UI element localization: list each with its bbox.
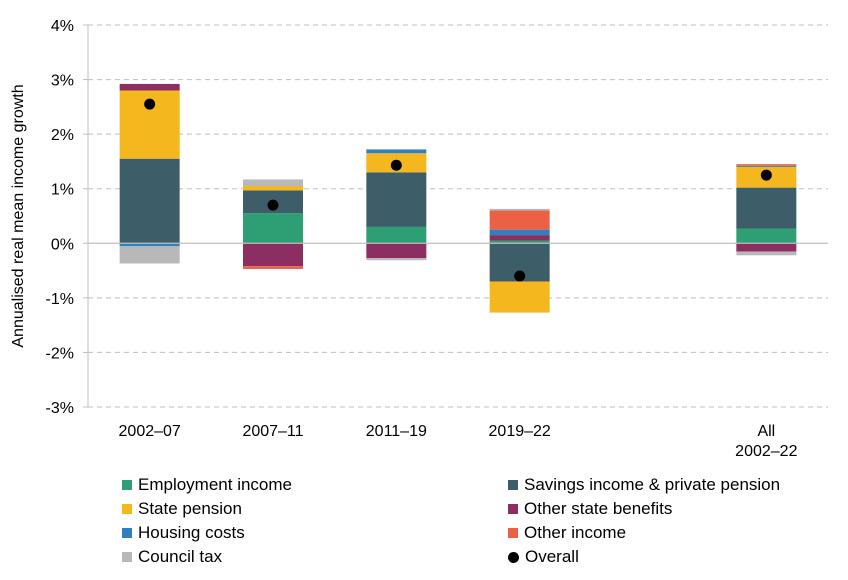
x-axis-ticks: 2002–07 2007–11 2011–19 2019–22 All 2002–22	[119, 423, 798, 460]
bar-segment	[489, 240, 550, 244]
legend-swatch-council-tax	[122, 552, 132, 562]
legend-label-overall: Overall	[525, 547, 579, 566]
legend-label-other-income: Other income	[524, 523, 627, 542]
legend-item-employment-income: Employment income	[122, 475, 292, 495]
bar-segment	[736, 187, 797, 229]
legend-swatch-state-pension	[122, 504, 132, 514]
bar-segment	[489, 229, 550, 236]
bar-segment	[366, 226, 427, 244]
legend-label-savings-income: Savings income & private pension	[524, 475, 781, 494]
legend-swatch-other-income	[508, 528, 518, 538]
y-tick-label: 1%	[51, 182, 74, 199]
bar-segment	[366, 258, 427, 261]
y-tick-label: 3%	[51, 73, 74, 90]
y-axis-title: Annualised real mean income growth	[10, 84, 27, 347]
gridlines	[83, 24, 828, 408]
x-tick-label: All	[757, 423, 775, 440]
stacked-bar-chart: -3% -2% -1% 0% 1% 2% 3% 4% 2002–07 2007–11 2011–1…	[10, 18, 828, 460]
overall-marker	[760, 169, 772, 181]
legend-label-state-pension: State pension	[138, 499, 242, 518]
bar-stack	[489, 208, 550, 313]
bar-segment	[119, 243, 180, 247]
bar-stack	[119, 83, 180, 264]
legend-swatch-other-state-benefits	[508, 504, 518, 514]
legend-item-other-state-benefits: Other state benefits	[508, 499, 672, 519]
legend-label-employment-income: Employment income	[138, 475, 293, 494]
overall-marker	[144, 98, 156, 110]
legend-item-council-tax: Council tax	[122, 547, 222, 567]
bar-segment	[736, 164, 797, 166]
x-tick-label: 2002–22	[735, 443, 797, 460]
bar-segment	[119, 83, 180, 91]
legend-item-savings-income: Savings income & private pension	[508, 475, 780, 495]
legend-item-state-pension: State pension	[122, 499, 242, 519]
bar-segment	[243, 243, 303, 267]
legend-swatch-savings-income	[508, 480, 518, 490]
legend-item-other-income: Other income	[508, 523, 626, 543]
overall-marker	[390, 159, 402, 171]
legend: Employment income State pension Housing …	[0, 470, 848, 580]
bar-segment	[366, 149, 427, 154]
bars	[119, 83, 797, 313]
y-tick-label: -3%	[46, 400, 74, 417]
bar-segment	[243, 213, 303, 244]
x-tick-label: 2019–22	[489, 423, 551, 440]
bar-segment	[489, 235, 550, 241]
legend-marker-overall	[508, 551, 519, 563]
bar-segment	[489, 281, 550, 313]
bar-segment	[366, 243, 427, 259]
overall-marker	[267, 199, 279, 211]
bar-stack	[366, 149, 427, 261]
legend-item-overall: Overall	[508, 547, 579, 567]
bar-stack	[243, 179, 303, 269]
bar-segment	[119, 246, 180, 264]
bar-stack	[736, 164, 797, 256]
legend-label-housing-costs: Housing costs	[138, 523, 245, 542]
bar-segment	[243, 185, 303, 191]
legend-swatch-housing-costs	[122, 528, 132, 538]
x-tick-label: 2011–19	[366, 423, 427, 440]
legend-item-housing-costs: Housing costs	[122, 523, 245, 543]
x-tick-label: 2002–07	[119, 423, 181, 440]
y-tick-label: -1%	[46, 291, 74, 308]
y-tick-label: -2%	[46, 345, 74, 362]
overall-marker	[514, 270, 526, 282]
bar-segment	[736, 228, 797, 244]
legend-swatch-employment-income	[122, 480, 132, 490]
y-tick-label: 0%	[51, 236, 74, 253]
x-tick-label: 2007–11	[242, 423, 303, 440]
legend-label-council-tax: Council tax	[138, 547, 223, 566]
y-tick-label: 4%	[51, 18, 74, 35]
y-tick-label: 2%	[51, 127, 74, 144]
bar-segment	[243, 266, 303, 269]
bar-segment	[736, 165, 797, 167]
bar-segment	[243, 179, 303, 186]
overall-markers	[144, 98, 772, 282]
bar-segment	[736, 243, 797, 252]
bar-segment	[489, 208, 550, 211]
bar-segment	[489, 210, 550, 230]
bar-segment	[119, 158, 180, 244]
legend-label-other-state-benefits: Other state benefits	[524, 499, 673, 518]
bar-segment	[736, 251, 797, 256]
y-axis-ticks: -3% -2% -1% 0% 1% 2% 3% 4%	[46, 18, 74, 417]
bar-segment	[366, 172, 427, 227]
